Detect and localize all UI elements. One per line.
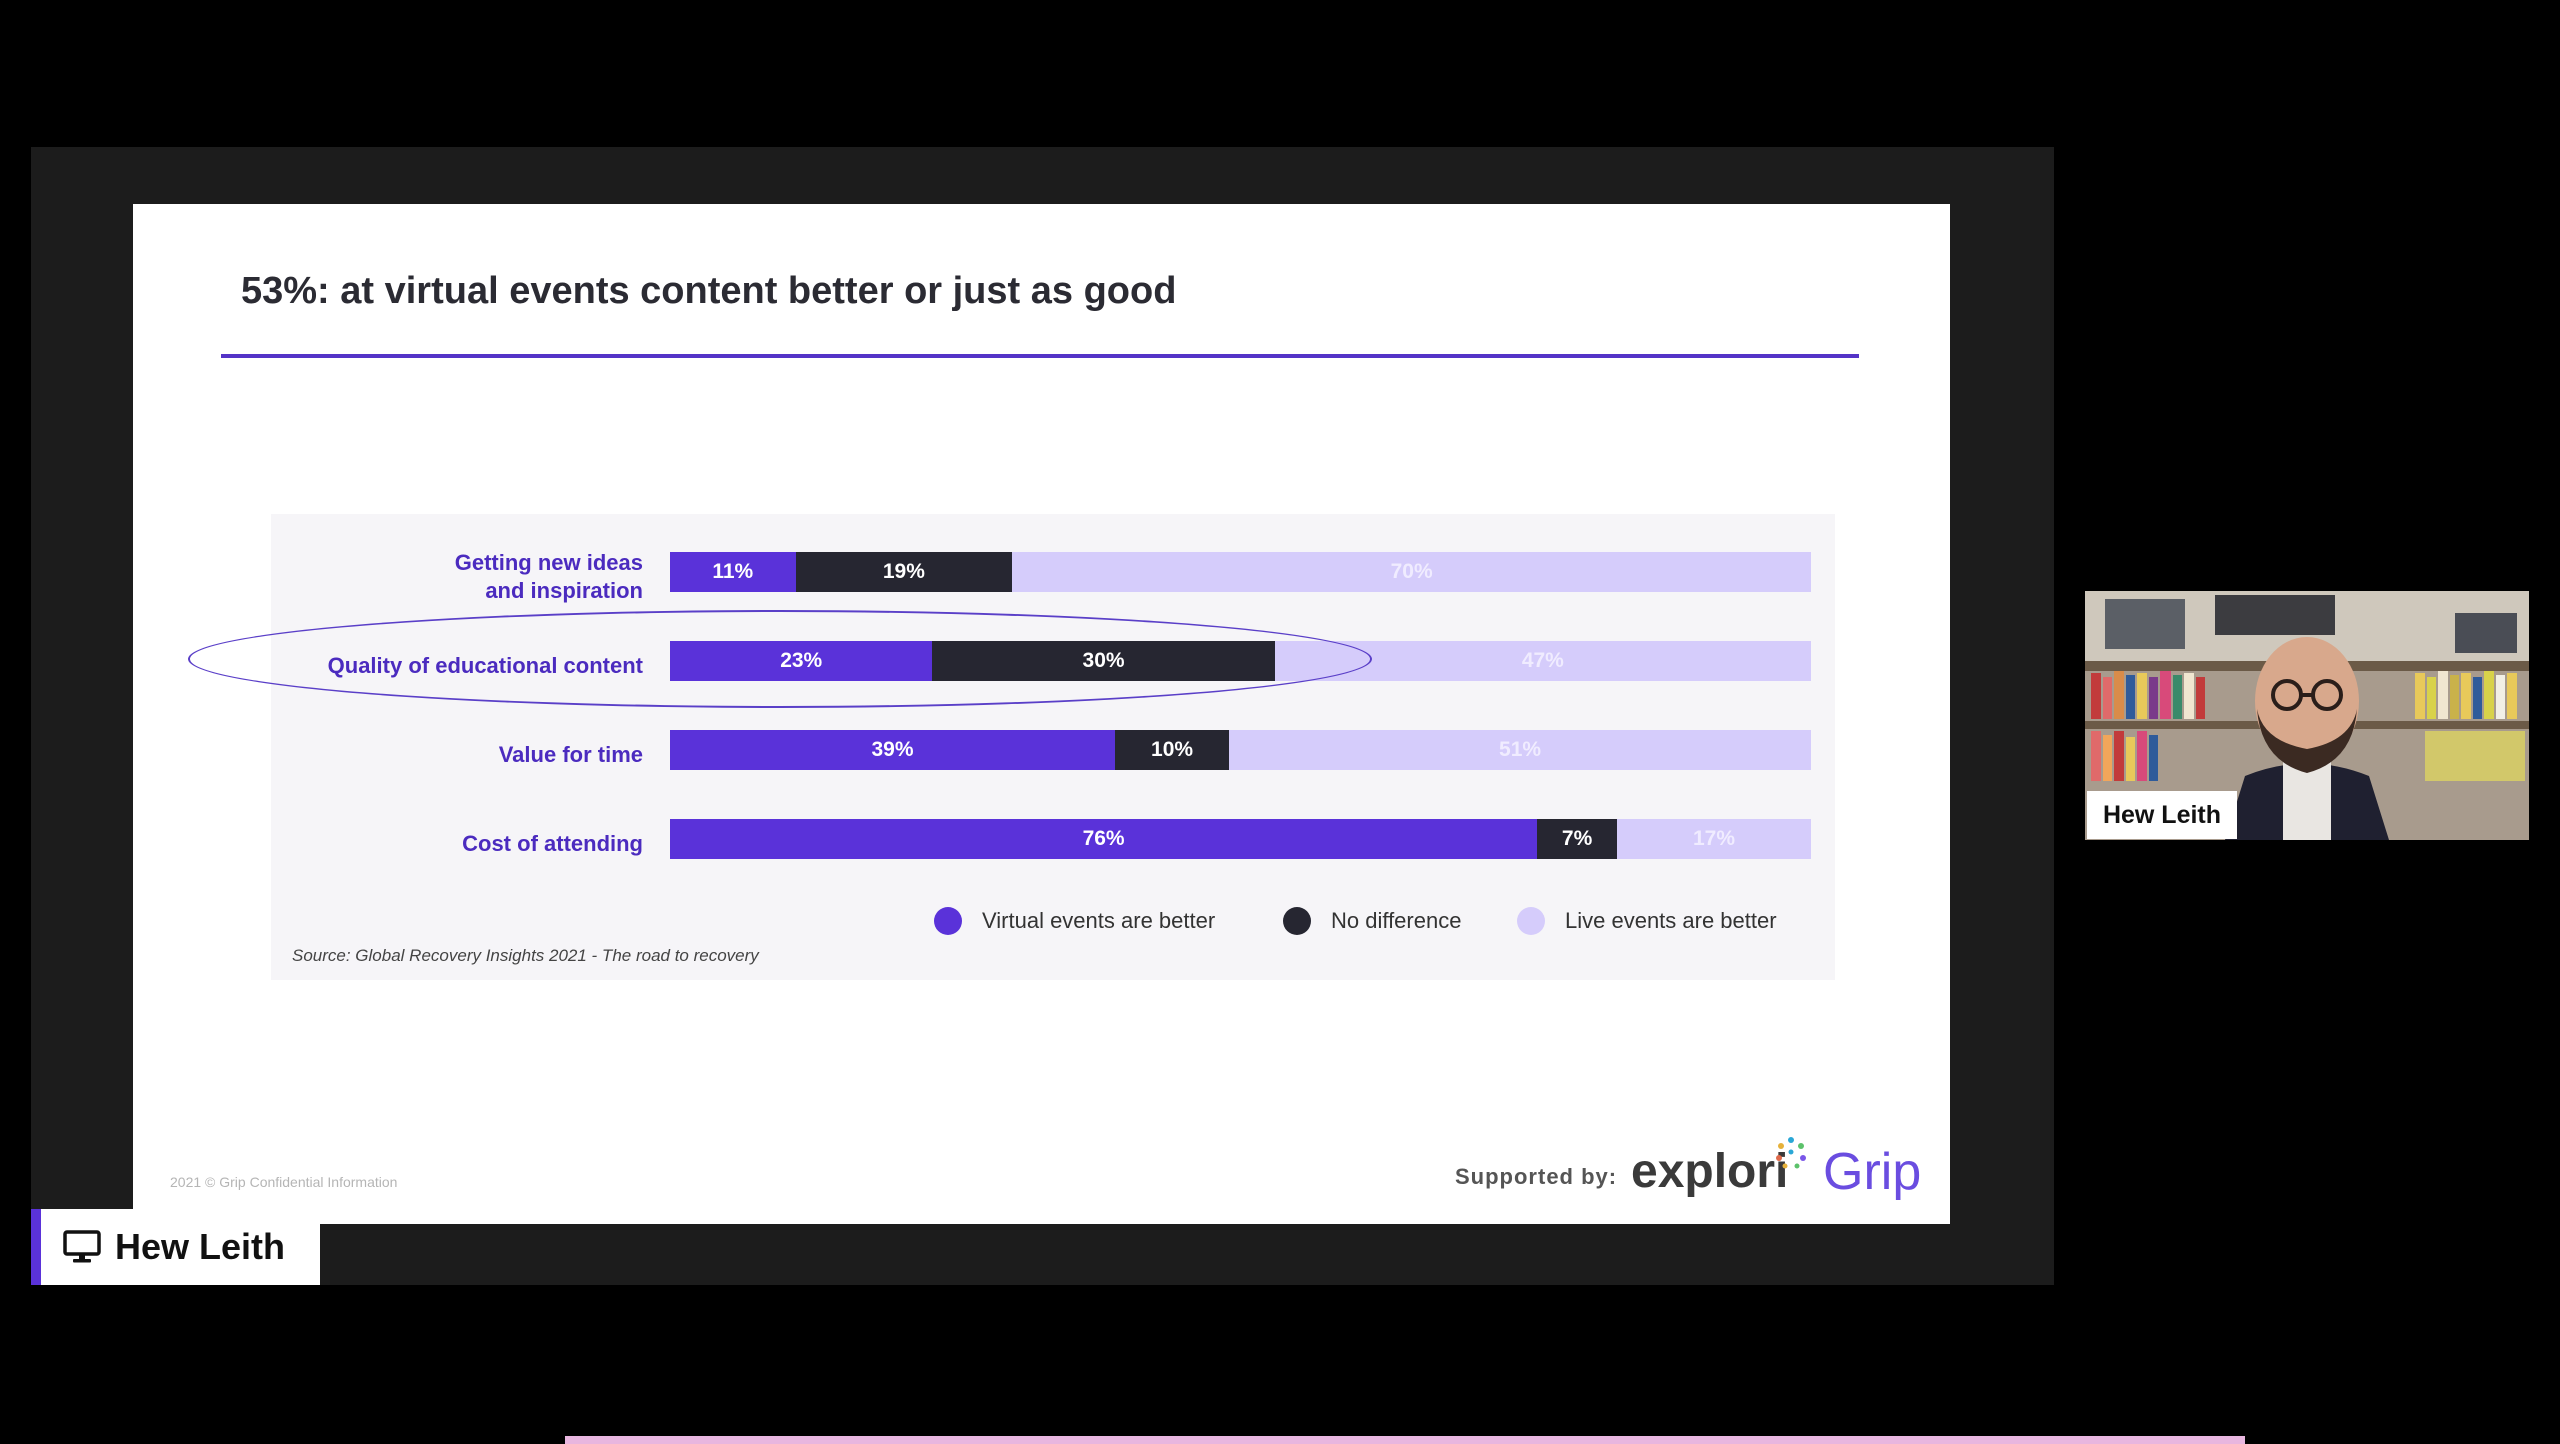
participant-video-tile[interactable]: [2085, 591, 2529, 840]
highlight-ellipse: [188, 610, 1372, 708]
bar-segment-live: 70%: [1012, 552, 1811, 592]
legend-dot-virtual: [934, 907, 962, 935]
data-label-virtual: 11%: [712, 560, 754, 583]
bar-segment-nodiff: 7%: [1537, 819, 1618, 859]
bar-segment-live: 17%: [1617, 819, 1811, 859]
presenter-name-tag: Hew Leith: [31, 1209, 320, 1285]
data-label-virtual: 76%: [1082, 827, 1125, 850]
legend-item-nodiff: No difference: [1283, 904, 1461, 938]
legend-dot-nodiff: [1283, 907, 1311, 935]
legend-label-live: Live events are better: [1565, 908, 1777, 933]
data-label-live: 17%: [1692, 827, 1736, 850]
bar-row-ideas: 11% 19% 70%: [670, 552, 1811, 592]
bar-segment-virtual: 39%: [670, 730, 1115, 770]
category-label-ideas-line1: Getting new ideas: [454, 550, 643, 575]
data-label-live: 51%: [1499, 738, 1542, 761]
participant-name-label: Hew Leith: [2087, 791, 2237, 839]
data-label-nodiff: 10%: [1151, 738, 1194, 761]
title-divider: [221, 354, 1859, 358]
monitor-icon: [63, 1230, 101, 1263]
category-label-ideas-line2: and inspiration: [485, 578, 643, 603]
bar-segment-virtual: 11%: [670, 552, 796, 592]
explori-logo: explori: [1631, 1145, 1789, 1198]
data-label-nodiff: 7%: [1561, 827, 1593, 850]
category-label-value: Value for time: [498, 742, 643, 767]
bar-segment-nodiff: 10%: [1114, 730, 1230, 770]
legend-item-virtual: Virtual events are better: [934, 904, 1215, 938]
supported-by-label: Supported by:: [1455, 1164, 1618, 1189]
data-label-virtual: 39%: [871, 738, 914, 761]
presenter-name: Hew Leith: [115, 1226, 286, 1267]
bar-segment-live: 51%: [1229, 730, 1811, 770]
bar-row-value: 39% 10% 51%: [670, 730, 1811, 770]
data-label-nodiff: 19%: [882, 560, 925, 583]
legend-label-virtual: Virtual events are better: [982, 908, 1216, 933]
legend-label-nodiff: No difference: [1331, 908, 1462, 933]
chart-source: Source: Global Recovery Insights 2021 - …: [292, 946, 759, 965]
taskbar-strip: [565, 1436, 2245, 1444]
category-label-ideas: Getting new ideas and inspiration: [455, 549, 643, 605]
category-label-cost: Cost of attending: [462, 831, 643, 856]
grip-logo: Grip: [1823, 1143, 1922, 1201]
explori-spark-icon: [1776, 1137, 1806, 1169]
data-label-live: 70%: [1390, 560, 1433, 583]
presentation-slide: 53%: at virtual events content better or…: [133, 204, 1950, 1224]
legend-dot-live: [1517, 907, 1545, 935]
bar-segment-nodiff: 19%: [795, 552, 1013, 592]
legend-item-live: Live events are better: [1517, 904, 1777, 938]
copyright-text: 2021 © Grip Confidential Information: [170, 1174, 398, 1190]
data-label-live: 47%: [1521, 649, 1564, 672]
bar-segment-virtual: 76%: [670, 819, 1538, 859]
bar-row-cost: 76% 7% 17%: [670, 819, 1811, 859]
slide-title: 53%: at virtual events content better or…: [241, 270, 1177, 312]
